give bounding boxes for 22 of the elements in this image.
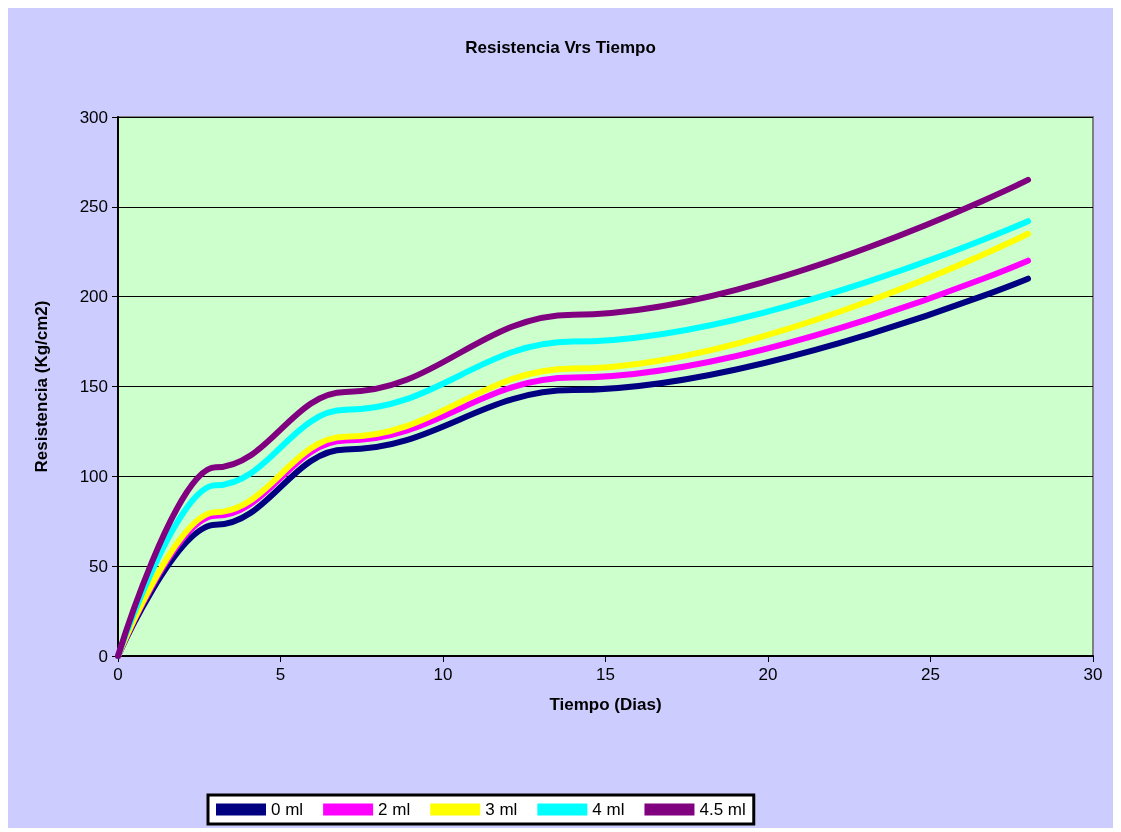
legend-label: 4 ml	[592, 800, 625, 819]
y-tick-label: 50	[89, 556, 108, 576]
y-tick-label: 250	[79, 197, 108, 217]
x-axis-title: Tiempo (Dias)	[549, 695, 662, 714]
y-tick-label: 100	[79, 466, 108, 486]
y-axis-title: Resistencia (Kg/cm2)	[32, 300, 51, 473]
x-tick-label: 0	[113, 665, 123, 684]
x-tick-label: 20	[758, 665, 778, 684]
x-tick-label: 15	[596, 665, 615, 684]
y-tick-label: 150	[79, 377, 108, 396]
legend-label: 2 ml	[378, 800, 411, 819]
x-tick-label: 25	[921, 665, 940, 684]
y-tick-label: 300	[79, 107, 108, 127]
x-tick-label: 30	[1083, 665, 1103, 684]
y-tick-label: 0	[98, 646, 108, 666]
legend-label: 4.5 ml	[699, 800, 746, 819]
y-tick-label: 200	[79, 287, 108, 307]
x-tick-label: 10	[433, 665, 453, 684]
chart-title: Resistencia Vrs Tiempo	[465, 38, 656, 57]
legend-label: 0 ml	[271, 800, 304, 819]
legend-label: 3 ml	[485, 800, 518, 819]
x-tick-label: 5	[275, 665, 286, 684]
